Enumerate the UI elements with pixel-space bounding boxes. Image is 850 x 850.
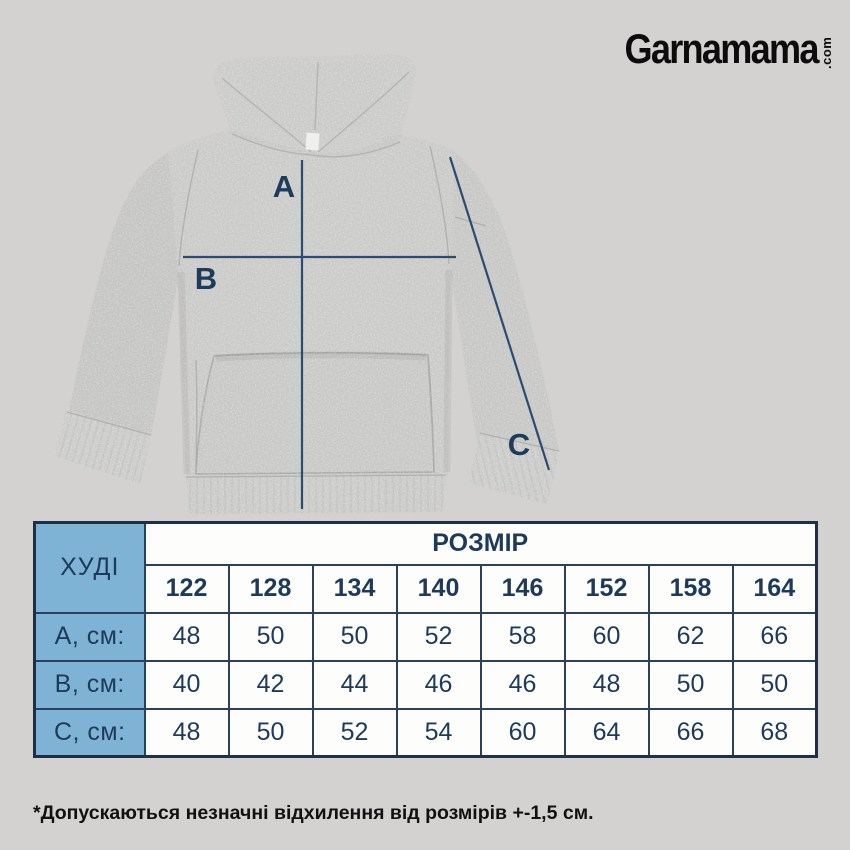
shading bbox=[177, 269, 453, 475]
brand-logo: Garnamama .com bbox=[593, 25, 834, 72]
row-label: А, см: bbox=[33, 611, 146, 662]
table-row: 122 128 134 140 146 152 158 164 bbox=[35, 563, 818, 614]
seam-lines bbox=[66, 145, 560, 478]
size-col-header: 164 bbox=[731, 563, 818, 614]
hood-seams bbox=[221, 61, 410, 158]
label-b: B bbox=[195, 261, 217, 296]
measurement-cell: 48 bbox=[143, 707, 230, 758]
size-col-header: 146 bbox=[479, 563, 566, 614]
row-label: С, см: bbox=[33, 707, 146, 758]
measurement-labels: A B C bbox=[195, 169, 530, 462]
size-col-header: 152 bbox=[563, 563, 650, 614]
table-row: ХУДІ РОЗМІР bbox=[33, 521, 818, 614]
measurement-cell: 44 bbox=[311, 659, 398, 710]
row-label: В, см: bbox=[33, 659, 146, 710]
measurement-cell: 52 bbox=[395, 611, 482, 662]
size-header-cell: РОЗМІР bbox=[143, 521, 818, 566]
brand-tld: .com bbox=[819, 36, 834, 69]
hoodie-garment bbox=[54, 54, 560, 514]
measurement-cell: 48 bbox=[143, 611, 230, 662]
measurement-lines bbox=[183, 156, 551, 509]
measurement-cell: 50 bbox=[227, 611, 314, 662]
measurement-cell: 68 bbox=[731, 707, 818, 758]
measurement-cell: 48 bbox=[563, 659, 650, 710]
measurement-cell: 46 bbox=[479, 659, 566, 710]
table-row: А, см: 48 50 50 52 58 60 62 66 bbox=[33, 611, 818, 662]
measurement-cell: 52 bbox=[311, 707, 398, 758]
tolerance-note: *Допускаються незначні відхилення від ро… bbox=[33, 802, 594, 824]
measurement-cell: 50 bbox=[731, 659, 818, 710]
label-c: C bbox=[508, 427, 530, 462]
measurement-cell: 60 bbox=[479, 707, 566, 758]
measurement-cell: 42 bbox=[227, 659, 314, 710]
measurement-cell: 60 bbox=[563, 611, 650, 662]
measurement-cell: 40 bbox=[143, 659, 230, 710]
label-a: A bbox=[273, 169, 295, 204]
measurement-cell: 54 bbox=[395, 707, 482, 758]
size-col-header: 158 bbox=[647, 563, 734, 614]
size-col-header: 122 bbox=[143, 563, 230, 614]
measurement-cell: 50 bbox=[227, 707, 314, 758]
product-label-cell: ХУДІ bbox=[33, 521, 146, 614]
size-col-header: 128 bbox=[227, 563, 314, 614]
measurement-cell: 50 bbox=[311, 611, 398, 662]
measurement-cell: 66 bbox=[647, 707, 734, 758]
measurement-line-c bbox=[448, 156, 551, 471]
table-row: В, см: 40 42 44 46 46 48 50 50 bbox=[33, 659, 818, 710]
neck-label bbox=[305, 132, 320, 151]
size-table: ХУДІ РОЗМІР 122 128 134 140 146 152 158 … bbox=[33, 521, 818, 758]
brand-name: Garnamama bbox=[624, 25, 820, 72]
measurement-cell: 66 bbox=[731, 611, 818, 662]
table-row: С, см: 48 50 52 54 60 64 66 68 bbox=[33, 707, 818, 758]
size-col-header: 134 bbox=[311, 563, 398, 614]
measurement-cell: 46 bbox=[395, 659, 482, 710]
measurement-cell: 64 bbox=[563, 707, 650, 758]
measurement-cell: 62 bbox=[647, 611, 734, 662]
measurement-cell: 58 bbox=[479, 611, 566, 662]
size-col-header: 140 bbox=[395, 563, 482, 614]
hoodie-image: A B C bbox=[54, 54, 560, 514]
measurement-cell: 50 bbox=[647, 659, 734, 710]
